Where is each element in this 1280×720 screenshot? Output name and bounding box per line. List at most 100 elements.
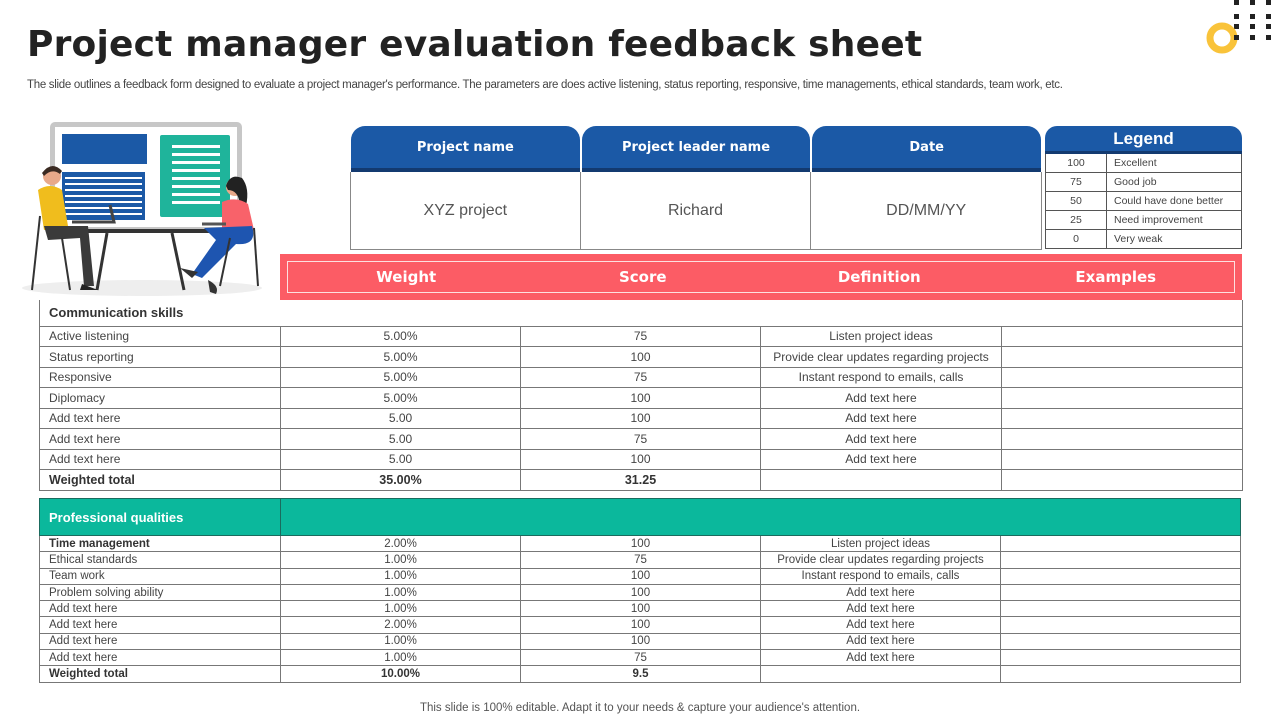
example-cell[interactable]	[1000, 534, 1241, 553]
parameter-name[interactable]: Responsive	[39, 366, 281, 388]
definition-cell[interactable]: Add text here	[760, 407, 1002, 429]
weight-cell[interactable]: 5.00%	[280, 366, 521, 388]
weight-cell[interactable]: 2.00%	[280, 616, 521, 634]
score-cell[interactable]: 75	[520, 649, 761, 667]
parameter-name[interactable]: Add text here	[39, 632, 281, 651]
parameter-name[interactable]: Problem solving ability	[39, 583, 281, 602]
score-cell[interactable]: 100	[520, 346, 761, 368]
example-cell[interactable]	[1000, 583, 1241, 602]
example-cell[interactable]	[1000, 649, 1241, 667]
example-cell[interactable]	[1000, 346, 1244, 368]
definition-cell[interactable]: Instant respond to emails, calls	[760, 567, 1001, 585]
weight-cell[interactable]: 1.00%	[280, 632, 521, 651]
weight-cell[interactable]: 1.00%	[280, 649, 521, 667]
table-row: Add text here 2.00% 100 Add text here	[39, 616, 1241, 634]
example-cell[interactable]	[1000, 428, 1244, 450]
definition-cell[interactable]: Provide clear updates regarding projects	[760, 551, 1001, 569]
table-row: Responsive 5.00% 75 Instant respond to emai…	[39, 366, 1244, 388]
weight-cell[interactable]: 1.00%	[280, 567, 521, 585]
definition-cell[interactable]: Add text here	[760, 428, 1002, 450]
section-fill	[280, 498, 1241, 536]
empty-cell	[760, 665, 1001, 684]
column-header-examples: Examples	[1075, 268, 1157, 286]
score-cell[interactable]: 100	[520, 448, 761, 470]
definition-cell[interactable]: Add text here	[760, 583, 1001, 602]
parameter-name[interactable]: Time management	[39, 534, 281, 553]
definition-cell[interactable]: Add text here	[760, 600, 1001, 618]
score-cell[interactable]: 75	[520, 428, 761, 450]
table-row: Status reporting 5.00% 100 Provide clear up…	[39, 346, 1244, 368]
score-cell[interactable]: 100	[520, 616, 761, 634]
definition-cell[interactable]: Add text here	[760, 632, 1001, 651]
total-score: 9.5	[520, 665, 761, 684]
weight-cell[interactable]: 5.00	[280, 428, 521, 450]
weight-cell[interactable]: 1.00%	[280, 551, 521, 569]
parameter-name[interactable]: Team work	[39, 567, 281, 585]
score-cell[interactable]: 100	[520, 567, 761, 585]
project-name-value[interactable]: XYZ project	[350, 172, 581, 250]
example-cell[interactable]	[1000, 407, 1244, 429]
definition-cell[interactable]: Add text here	[760, 448, 1002, 470]
legend-label: Excellent	[1114, 157, 1157, 169]
score-cell[interactable]: 75	[520, 366, 761, 388]
legend-row: 75 Good job	[1045, 173, 1242, 192]
definition-cell[interactable]: Instant respond to emails, calls	[760, 366, 1002, 388]
parameter-name[interactable]: Add text here	[39, 616, 281, 634]
parameter-name[interactable]: Add text here	[39, 649, 281, 667]
weight-cell[interactable]: 5.00	[280, 448, 521, 470]
definition-cell[interactable]: Listen project ideas	[760, 534, 1001, 553]
weight-cell[interactable]: 5.00%	[280, 346, 521, 368]
weight-cell[interactable]: 2.00%	[280, 534, 521, 553]
legend-row: 0 Very weak	[1045, 230, 1242, 249]
score-cell[interactable]: 100	[520, 387, 761, 409]
score-cell[interactable]: 100	[520, 583, 761, 602]
example-cell[interactable]	[1000, 366, 1244, 388]
score-cell[interactable]: 100	[520, 407, 761, 429]
parameter-name[interactable]: Active listening	[39, 325, 281, 347]
example-cell[interactable]	[1000, 551, 1241, 569]
weight-cell[interactable]: 5.00	[280, 407, 521, 429]
weight-cell[interactable]: 5.00%	[280, 325, 521, 347]
example-cell[interactable]	[1000, 616, 1241, 634]
parameter-name[interactable]: Add text here	[39, 407, 281, 429]
table-row: Time management 2.00% 100 Listen project id…	[39, 534, 1241, 553]
date-value[interactable]: DD/MM/YY	[811, 172, 1043, 250]
parameter-name[interactable]: Add text here	[39, 428, 281, 450]
weight-cell[interactable]: 5.00%	[280, 387, 521, 409]
example-cell[interactable]	[1000, 600, 1241, 618]
parameter-name[interactable]: Diplomacy	[39, 387, 281, 409]
score-cell[interactable]: 75	[520, 551, 761, 569]
score-cell[interactable]: 100	[520, 632, 761, 651]
legend-value: 75	[1046, 173, 1107, 191]
definition-cell[interactable]: Provide clear updates regarding projects	[760, 346, 1002, 368]
legend-label: Good job	[1114, 176, 1157, 188]
project-name-column: Project name XYZ project	[350, 126, 581, 250]
score-cell[interactable]: 75	[520, 325, 761, 347]
example-cell[interactable]	[1000, 387, 1244, 409]
example-cell[interactable]	[1000, 448, 1244, 470]
table-row: Add text here 5.00 100 Add text here	[39, 448, 1244, 470]
weight-cell[interactable]: 1.00%	[280, 600, 521, 618]
example-cell[interactable]	[1000, 325, 1244, 347]
date-column: Date DD/MM/YY	[811, 126, 1043, 250]
parameter-name[interactable]: Add text here	[39, 600, 281, 618]
example-cell[interactable]	[1000, 632, 1241, 651]
weight-cell[interactable]: 1.00%	[280, 583, 521, 602]
definition-cell[interactable]: Add text here	[760, 649, 1001, 667]
total-label: Weighted total	[39, 665, 281, 684]
parameter-name[interactable]: Add text here	[39, 448, 281, 470]
score-cell[interactable]: 100	[520, 600, 761, 618]
table-row: Add text here 1.00% 100 Add text here	[39, 600, 1241, 618]
parameter-name[interactable]: Status reporting	[39, 346, 281, 368]
definition-cell[interactable]: Add text here	[760, 616, 1001, 634]
decoration-dots-ring-icon	[1206, 0, 1271, 54]
definition-cell[interactable]: Add text here	[760, 387, 1002, 409]
score-cell[interactable]: 100	[520, 534, 761, 553]
example-cell[interactable]	[1000, 567, 1241, 585]
parameter-name[interactable]: Ethical standards	[39, 551, 281, 569]
project-leader-value[interactable]: Richard	[580, 172, 812, 250]
table-row: Add text here 5.00 100 Add text here	[39, 407, 1244, 429]
legend-value: 25	[1046, 211, 1107, 229]
definition-cell[interactable]: Listen project ideas	[760, 325, 1002, 347]
total-weight: 10.00%	[280, 665, 521, 684]
